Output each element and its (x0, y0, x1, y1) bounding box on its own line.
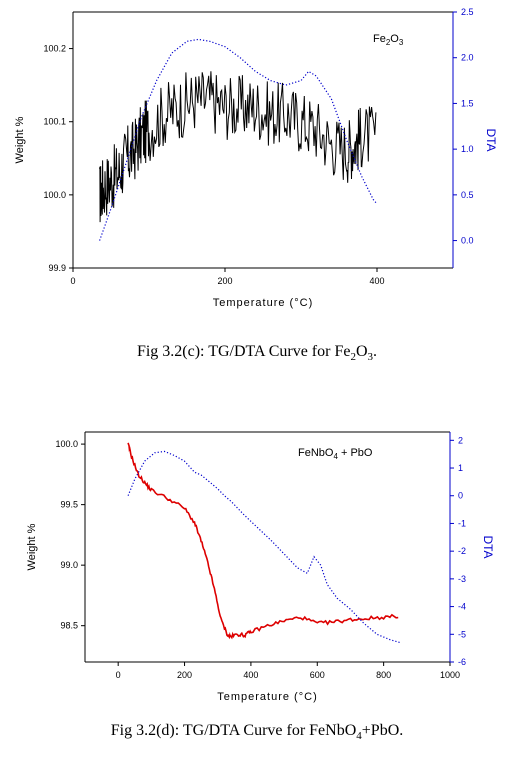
y-left-tick-label: 99.5 (60, 500, 78, 510)
y-left-tick-label: 100.0 (43, 190, 66, 200)
caption-d-mid: +PbO. (361, 722, 404, 739)
x-tick-label: 0 (116, 670, 121, 680)
sample-label-text: FeNbO (298, 447, 334, 459)
y-right-tick-label: -5 (458, 629, 466, 639)
y-left-tick-label: 98.5 (60, 621, 78, 631)
x-tick-label: 400 (369, 276, 384, 286)
caption-c-suffix: . (373, 343, 378, 360)
tg-weight-series (127, 442, 399, 640)
y-right-axis-label: DTA (484, 128, 498, 151)
y-right-tick-label: -4 (458, 602, 466, 612)
y-right-tick-label: 0 (458, 491, 463, 501)
x-tick-label: 600 (310, 670, 325, 680)
y-right-tick-label: 1 (458, 463, 463, 473)
caption-c-sub1: 2 (350, 351, 356, 364)
x-tick-label: 1000 (440, 670, 460, 680)
caption-fig-d: Fig 3.2(d): TG/DTA Curve for FeNbO4+PbO. (0, 722, 514, 742)
sample-label-subscript: 2 (386, 38, 391, 47)
chart-fenbo4-pbo: 0 200 400 600 800 1000 98.5 99.0 99.5 100.0 2 1 0 -1 -… (0, 420, 514, 710)
tg-weight-series (99, 71, 377, 223)
y-right-axis-label: DTA (481, 535, 495, 558)
sample-label: Fe2O3 (373, 33, 404, 47)
y-left-axis-label: Weight % (14, 116, 26, 163)
y-right-tick-label: 2 (458, 435, 463, 445)
sample-label-text: O (390, 33, 399, 45)
dta-series (99, 38, 378, 241)
caption-c-mid: O (355, 343, 368, 360)
y-left-tick-label: 100.0 (55, 439, 78, 449)
y-right-tick-label: 2.5 (461, 7, 474, 17)
sample-label-subscript: 3 (399, 38, 404, 47)
y-right-tick-label: 2.0 (461, 53, 474, 63)
caption-fig-c: Fig 3.2(c): TG/DTA Curve for Fe2O3. (0, 343, 514, 363)
y-left-tick-label: 100.2 (43, 44, 66, 54)
chart-fe2o3: 0 200 400 99.9 100.0 100.1 100.2 0.0 0.5 1.0 1.5 2.… (0, 0, 514, 320)
x-tick-label: 200 (217, 276, 232, 286)
x-tick-label: 200 (177, 670, 192, 680)
y-left-axis-label: Weight % (26, 523, 38, 570)
y-right-tick-label: -2 (458, 546, 466, 556)
caption-d-prefix: Fig 3.2(d): TG/DTA Curve for FeNbO (110, 722, 357, 739)
x-axis-label: Temperature (°C) (213, 297, 313, 309)
y-right-tick-label: 0.0 (461, 236, 474, 246)
caption-c-sub2: 3 (367, 351, 374, 364)
x-tick-label: 400 (243, 670, 258, 680)
y-left-tick-label: 99.9 (48, 263, 66, 273)
y-right-tick-label: 0.5 (461, 190, 474, 200)
caption-d-sub1: 4 (356, 730, 362, 743)
y-right-tick-label: 1.5 (461, 98, 474, 108)
sample-label-text: Fe (373, 33, 386, 45)
y-right-tick-label: -6 (458, 657, 466, 667)
chart-fe2o3-svg: 0 200 400 99.9 100.0 100.1 100.2 0.0 0.5 1.0 1.5 2.… (14, 7, 498, 309)
dta-series (127, 450, 401, 644)
sample-label: FeNbO4 + PbO (298, 447, 373, 461)
sample-label-text: + PbO (338, 447, 373, 459)
x-axis-label: Temperature (°C) (217, 691, 317, 703)
chart-fenbo4-pbo-svg: 0 200 400 600 800 1000 98.5 99.0 99.5 100.0 2 1 0 -1 -… (26, 431, 495, 703)
y-left-tick-label: 100.1 (43, 117, 66, 127)
caption-c-prefix: Fig 3.2(c): TG/DTA Curve for Fe (136, 343, 351, 360)
y-left-tick-label: 99.0 (60, 560, 78, 570)
y-right-tick-label: -3 (458, 574, 466, 584)
x-tick-label: 800 (376, 670, 391, 680)
x-tick-label: 0 (70, 276, 75, 286)
sample-label-subscript: 4 (333, 452, 338, 461)
y-right-tick-label: -1 (458, 518, 466, 528)
y-right-tick-label: 1.0 (461, 144, 474, 154)
